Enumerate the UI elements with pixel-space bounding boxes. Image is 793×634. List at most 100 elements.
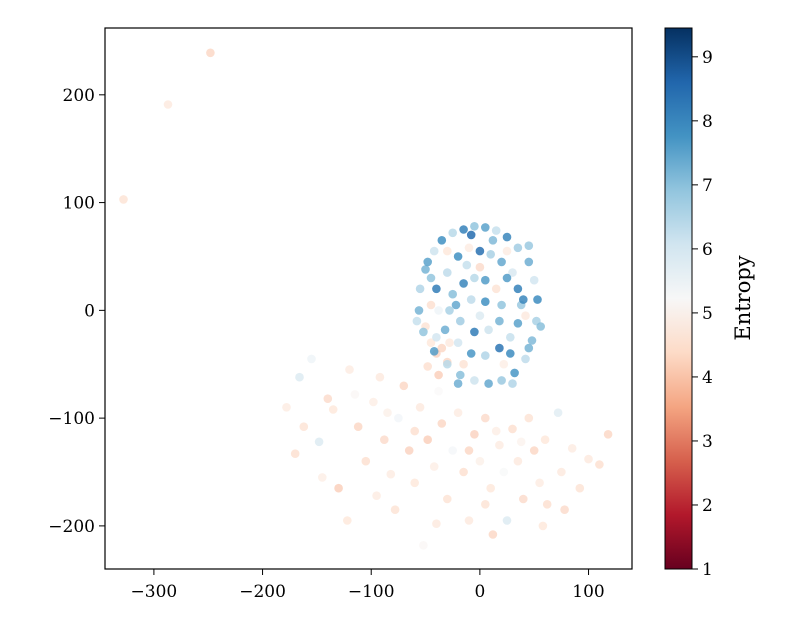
y-tick-label: 0 — [84, 301, 95, 321]
scatter-point — [390, 505, 400, 514]
scatter-point — [584, 454, 593, 464]
scatter-point — [426, 338, 436, 348]
scatter-point — [464, 516, 474, 525]
x-tick-label: −100 — [348, 582, 395, 602]
scatter-point — [524, 257, 534, 267]
scatter-point — [119, 195, 128, 204]
scatter-point — [423, 257, 433, 267]
colorbar-tick-label: 6 — [702, 240, 713, 260]
scatter-points — [119, 48, 613, 550]
scatter-point — [497, 376, 506, 385]
scatter-point — [432, 284, 441, 294]
scatter-point — [529, 446, 539, 455]
scatter-point — [415, 284, 425, 294]
scatter-point — [448, 289, 458, 299]
scatter-point — [434, 370, 443, 380]
scatter-point — [412, 316, 422, 326]
scatter-point — [361, 456, 371, 466]
scatter-point — [481, 500, 490, 509]
scatter-point — [495, 316, 504, 326]
scatter-point — [466, 230, 476, 240]
scatter-point — [445, 306, 454, 315]
scatter-point — [481, 275, 490, 285]
scatter-point — [524, 241, 534, 250]
scatter-point — [453, 379, 463, 388]
y-tick-label: −100 — [48, 409, 95, 429]
scatter-point — [540, 435, 550, 445]
scatter-point — [345, 365, 354, 374]
scatter-point — [499, 359, 509, 369]
colorbar — [664, 27, 693, 570]
y-tick-label: −200 — [48, 517, 95, 537]
scatter-point — [434, 386, 443, 396]
scatter-point — [513, 243, 523, 253]
scatter-point — [445, 338, 454, 348]
scatter-point — [486, 250, 496, 259]
scatter-point — [419, 327, 428, 337]
scatter-point — [470, 430, 479, 439]
scatter-point — [533, 295, 542, 304]
scatter-point — [491, 284, 501, 294]
scatter-point — [426, 300, 436, 310]
scatter-point — [524, 413, 534, 423]
scatter-point — [464, 446, 474, 455]
scatter-point — [206, 48, 215, 58]
scatter-point — [432, 333, 441, 342]
scatter-point — [502, 232, 512, 242]
scatter-point — [423, 362, 433, 371]
scatter-point — [353, 422, 363, 432]
colorbar-tick-label: 3 — [702, 432, 713, 452]
scatter-point — [443, 359, 452, 369]
scatter-point — [481, 413, 490, 423]
scatter-point — [163, 100, 173, 109]
scatter-point — [318, 473, 327, 482]
colorbar-tick-label: 4 — [702, 368, 713, 388]
scatter-point — [350, 390, 360, 399]
scatter-point — [603, 430, 613, 439]
scatter-point — [495, 343, 504, 353]
scatter-point — [290, 449, 300, 459]
x-tick-label: 0 — [474, 582, 485, 602]
scatter-point — [414, 306, 424, 315]
scatter-point — [527, 336, 537, 345]
scatter-point — [470, 273, 479, 283]
scatter-point — [475, 311, 485, 321]
scatter-point — [470, 222, 479, 231]
scatter-point — [443, 494, 452, 504]
scatter-point — [513, 319, 523, 328]
scatter-point — [499, 467, 509, 477]
scatter-point — [426, 273, 436, 283]
scatter-point — [488, 236, 498, 245]
scatter-point — [369, 397, 378, 407]
scatter-point — [495, 440, 504, 450]
x-tick-label: 100 — [572, 582, 604, 602]
scatter-point — [299, 422, 309, 432]
scatter-point — [519, 494, 528, 504]
colorbar-tick-label: 8 — [702, 112, 713, 132]
scatter-point — [560, 505, 569, 514]
scatter-point — [432, 519, 441, 528]
scatter-point — [513, 456, 523, 466]
scatter-point — [453, 252, 463, 261]
scatter-point — [529, 275, 539, 285]
scatter-point — [553, 408, 563, 418]
scatter-point — [502, 516, 512, 525]
scatter-point — [410, 478, 420, 488]
scatter-point — [484, 379, 493, 388]
scatter-point — [456, 370, 465, 380]
scatter-point — [383, 408, 392, 418]
scatter-point — [475, 262, 485, 272]
scatter-point — [399, 381, 409, 391]
scatter-point — [491, 426, 501, 436]
scatter-point — [453, 408, 463, 418]
scatter-point — [437, 236, 447, 245]
scatter-point — [415, 403, 425, 412]
scatter-point — [314, 437, 324, 447]
scatter-point — [459, 279, 468, 288]
scatter-point — [437, 343, 447, 353]
scatter-point — [502, 273, 512, 283]
y-axis: −200 −100 0 100 200 — [48, 86, 105, 537]
scatter-point — [513, 284, 523, 294]
scatter-point — [386, 469, 396, 479]
